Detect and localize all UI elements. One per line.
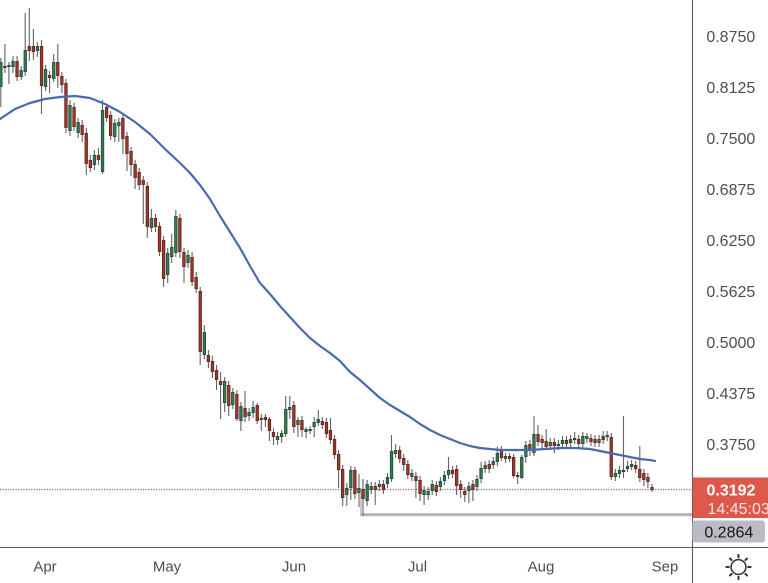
svg-text:May: May: [153, 559, 182, 576]
svg-text:Aug: Aug: [528, 559, 555, 576]
svg-text:0.5000: 0.5000: [706, 335, 755, 352]
svg-text:0.3192: 0.3192: [707, 482, 756, 499]
svg-text:0.4375: 0.4375: [706, 386, 755, 403]
svg-text:Sep: Sep: [652, 559, 679, 576]
svg-text:14:45:03: 14:45:03: [708, 501, 768, 518]
svg-text:Apr: Apr: [33, 559, 56, 576]
svg-text:Jul: Jul: [408, 559, 427, 576]
svg-text:0.6875: 0.6875: [706, 182, 755, 199]
svg-text:Jun: Jun: [282, 559, 306, 576]
svg-text:0.8750: 0.8750: [706, 29, 755, 46]
svg-text:0.5625: 0.5625: [706, 284, 755, 301]
svg-text:0.3750: 0.3750: [706, 437, 755, 454]
svg-text:0.7500: 0.7500: [706, 131, 755, 148]
svg-text:0.2864: 0.2864: [704, 524, 753, 541]
svg-text:0.6250: 0.6250: [706, 233, 755, 250]
svg-text:0.8125: 0.8125: [706, 80, 755, 97]
